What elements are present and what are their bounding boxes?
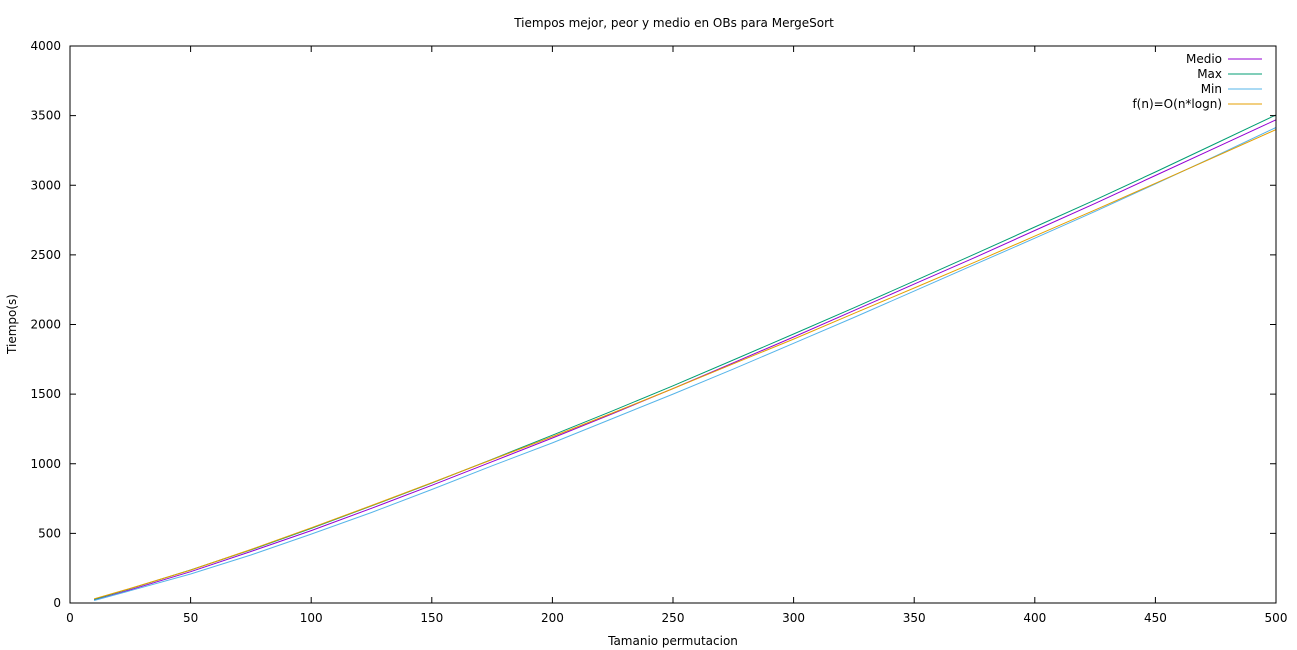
series-line-medio: [93, 119, 1277, 601]
x-tick-label: 50: [183, 611, 198, 625]
x-axis-label: Tamanio permutacion: [607, 634, 738, 648]
y-tick-label: 3500: [30, 109, 61, 123]
y-tick-label: 2000: [30, 318, 61, 332]
legend-label: Medio: [1186, 52, 1222, 66]
series-line-max: [93, 114, 1277, 600]
x-tick-label: 300: [782, 611, 805, 625]
y-tick-label: 500: [38, 526, 61, 540]
x-tick-label: 150: [420, 611, 443, 625]
y-tick-label: 1500: [30, 387, 61, 401]
legend-label: Min: [1201, 82, 1222, 96]
series-line-f-n-o-n-logn-: [93, 129, 1277, 600]
x-axis-ticks: 0 50 100 150 200 250 300 350 400 450 500: [66, 46, 1287, 625]
plot-series: [93, 114, 1277, 601]
x-tick-label: 350: [903, 611, 926, 625]
y-tick-label: 0: [53, 596, 61, 610]
x-tick-label: 500: [1265, 611, 1288, 625]
y-axis-ticks: 0 500 1000 1500 2000 2500 3000 3500 4000: [30, 39, 1276, 610]
legend-label: Max: [1197, 67, 1222, 81]
series-line-min: [93, 127, 1277, 601]
y-axis-label: Tiempo(s): [5, 294, 19, 355]
x-tick-label: 250: [662, 611, 685, 625]
y-tick-label: 2500: [30, 248, 61, 262]
plot-frame: [69, 45, 1277, 604]
y-tick-label: 4000: [30, 39, 61, 53]
y-tick-label: 1000: [30, 457, 61, 471]
x-tick-label: 0: [66, 611, 74, 625]
x-tick-label: 400: [1023, 611, 1046, 625]
y-tick-label: 3000: [30, 178, 61, 192]
x-tick-label: 100: [300, 611, 323, 625]
legend-label: f(n)=O(n*logn): [1132, 97, 1222, 111]
x-tick-label: 450: [1144, 611, 1167, 625]
x-tick-label: 200: [541, 611, 564, 625]
chart-title: Tiempos mejor, peor y medio en OBs para …: [513, 16, 834, 30]
